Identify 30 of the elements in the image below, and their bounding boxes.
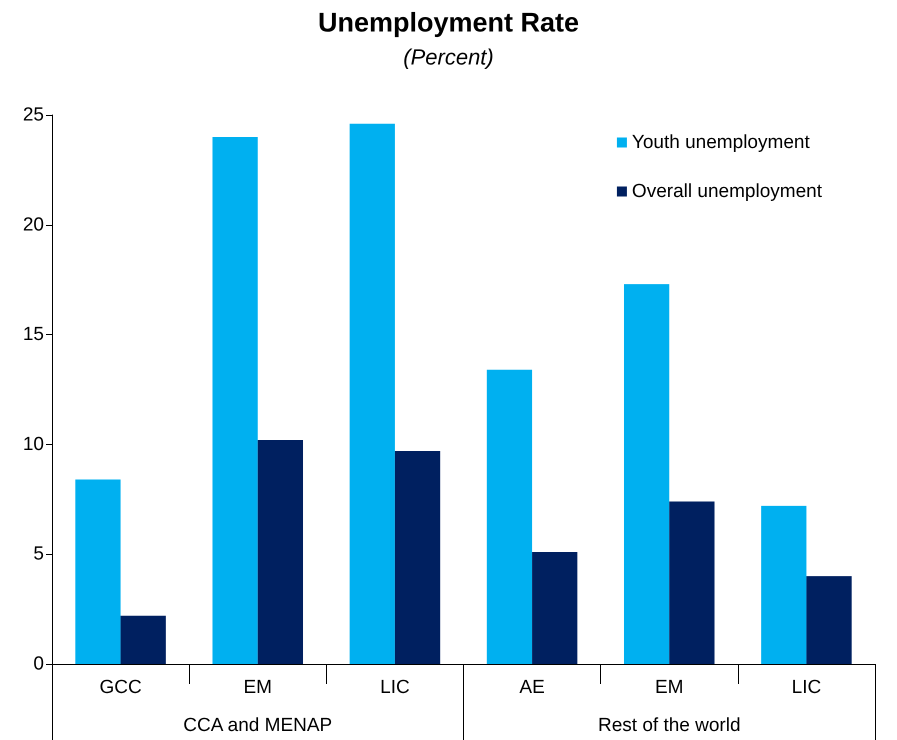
bar	[75, 480, 121, 664]
bar	[669, 501, 715, 664]
bar	[120, 616, 166, 664]
x-tick-label: LIC	[380, 677, 410, 698]
text: Rest of the world	[598, 715, 741, 736]
text: CCA and MENAP	[183, 715, 332, 736]
x-tick-label: EM	[655, 677, 684, 698]
bar	[486, 370, 532, 664]
y-tick-label: 15	[22, 324, 44, 346]
bar	[350, 124, 395, 664]
chart-subtitle: (Percent)	[403, 44, 494, 70]
bar	[624, 284, 670, 664]
bar	[806, 576, 852, 664]
bar	[761, 506, 806, 664]
x-tick-label: AE	[519, 677, 545, 698]
legend-label: Youth unemployment	[632, 132, 810, 153]
chart-title: Unemployment Rate	[318, 8, 580, 38]
y-tick-label: 10	[22, 434, 44, 455]
x-tick-label: LIC	[792, 677, 822, 698]
y-tick-label: 25	[22, 104, 44, 126]
y-tick-label: 20	[22, 214, 44, 236]
bar	[394, 450, 440, 664]
x-tick-label: EM	[244, 677, 272, 698]
x-tick-label: GCC	[99, 677, 142, 698]
y-tick-label: 0	[33, 654, 44, 674]
legend-label: Overall unemployment	[632, 181, 823, 202]
bar	[212, 136, 258, 664]
y-tick-label: 5	[33, 544, 44, 565]
bar	[258, 440, 304, 664]
bar	[532, 552, 578, 664]
